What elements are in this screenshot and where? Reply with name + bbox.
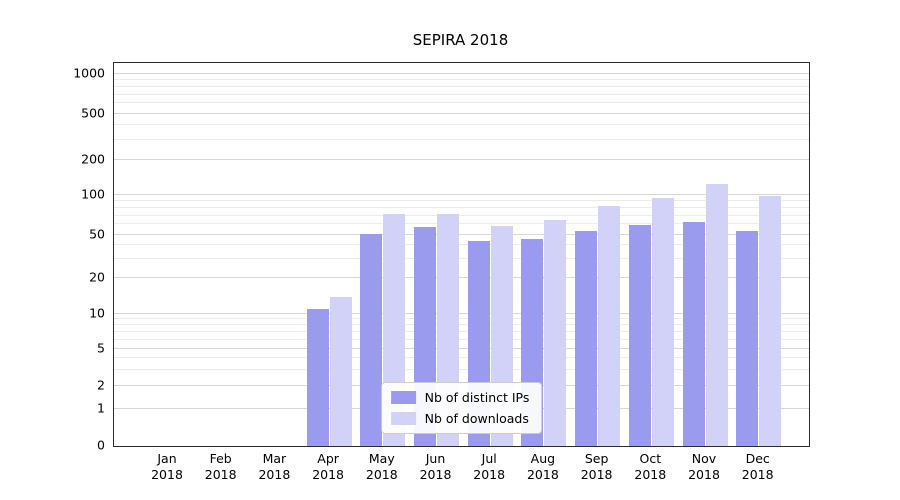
major-gridline [114, 234, 809, 235]
minor-gridline [114, 200, 809, 202]
legend: Nb of distinct IPs Nb of downloads [380, 382, 543, 434]
minor-gridline [114, 244, 809, 246]
bar-nb-of-distinct-ips [575, 230, 598, 446]
x-tick-line: Sep [584, 451, 609, 466]
minor-gridline [114, 79, 809, 81]
major-gridline [114, 159, 809, 160]
x-tick-line: Feb [209, 451, 232, 466]
x-tick-label: Jun 2018 [420, 451, 452, 484]
major-gridline [114, 73, 809, 74]
x-tick-label: Feb 2018 [205, 451, 237, 484]
y-tick-label: 500 [81, 105, 105, 121]
y-tick-label: 5 [97, 340, 105, 356]
x-tick-line: 2018 [634, 467, 667, 483]
legend-entry: Nb of distinct IPs [390, 390, 530, 405]
x-tick-line: 2018 [151, 467, 183, 483]
x-tick-line: Apr [317, 451, 339, 466]
x-tick-label: Dec 2018 [742, 451, 774, 484]
y-tick-label: 10 [89, 305, 105, 321]
y-tick-label: 20 [89, 269, 105, 285]
bar-nb-of-downloads [544, 219, 567, 446]
bar-nb-of-distinct-ips [628, 225, 651, 446]
x-tick-label: Nov 2018 [688, 451, 720, 484]
x-tick-line: 2018 [473, 467, 506, 483]
x-tick-label: Jul 2018 [473, 451, 505, 484]
x-tick-line: 2018 [526, 467, 559, 483]
x-tick-label: Oct 2018 [634, 451, 666, 484]
major-gridline [114, 113, 809, 114]
bar-nb-of-distinct-ips [682, 221, 705, 446]
minor-gridline [114, 206, 809, 208]
y-tick-label: 50 [89, 226, 105, 242]
x-tick-line: Oct [639, 451, 662, 466]
minor-gridline [114, 93, 809, 95]
x-tick-line: 2018 [258, 467, 291, 483]
y-axis-tick-labels: 0 1 2 5 10 20 50 100 200 500 1000 [0, 62, 105, 453]
x-tick-line: 2018 [419, 467, 452, 483]
x-tick-line: Aug [530, 451, 556, 466]
legend-entry: Nb of downloads [390, 411, 530, 426]
x-tick-line: 2018 [365, 467, 398, 483]
bar-nb-of-downloads [329, 296, 352, 446]
x-tick-line: 2018 [580, 467, 613, 483]
minor-gridline [114, 357, 809, 359]
bar-nb-of-downloads [705, 183, 728, 446]
x-tick-line: Jan [157, 451, 177, 466]
legend-swatch [390, 391, 416, 404]
minor-gridline [114, 338, 809, 340]
minor-gridline [114, 138, 809, 140]
bar-nb-of-distinct-ips [736, 230, 759, 446]
major-gridline [114, 348, 809, 349]
y-tick-label: 0 [97, 437, 105, 453]
x-tick-line: Mar [262, 451, 287, 466]
bar-nb-of-distinct-ips [306, 309, 329, 446]
x-tick-label: May 2018 [366, 451, 398, 484]
y-tick-label: 100 [81, 186, 105, 202]
y-tick-label: 1 [97, 400, 105, 416]
y-tick-label: 200 [81, 151, 105, 167]
minor-gridline [114, 368, 809, 370]
x-tick-line: Jul [481, 451, 497, 466]
y-tick-label: 1000 [73, 65, 105, 81]
x-tick-line: Dec [745, 451, 770, 466]
x-tick-label: Aug 2018 [527, 451, 559, 484]
x-tick-line: 2018 [204, 467, 237, 483]
minor-gridline [114, 318, 809, 320]
x-tick-line: Jun [425, 451, 446, 466]
x-tick-line: 2018 [312, 467, 344, 483]
minor-gridline [114, 102, 809, 104]
minor-gridline [114, 331, 809, 333]
minor-gridline [114, 124, 809, 126]
x-tick-line: 2018 [688, 467, 720, 483]
minor-gridline [114, 223, 809, 225]
plot-area: Nb of distinct IPs Nb of downloads [113, 62, 810, 447]
x-tick-line: 2018 [741, 467, 774, 483]
legend-label: Nb of distinct IPs [424, 390, 530, 405]
major-gridline [114, 313, 809, 314]
legend-swatch [390, 412, 416, 425]
x-tick-label: Apr 2018 [312, 451, 344, 484]
minor-gridline [114, 257, 809, 259]
x-tick-label: Jan 2018 [151, 451, 183, 484]
minor-gridline [114, 214, 809, 216]
x-tick-line: Nov [691, 451, 717, 466]
bar-nb-of-downloads [651, 197, 674, 446]
major-gridline [114, 277, 809, 278]
bar-nb-of-downloads [598, 205, 621, 446]
x-axis-tick-labels: Jan 2018 Feb 2018 Mar 2018 Apr 2018 May 2018 Jun 20… [113, 451, 808, 491]
x-tick-line: May [368, 451, 395, 466]
minor-gridline [114, 324, 809, 326]
legend-label: Nb of downloads [424, 411, 529, 426]
y-tick-label: 2 [97, 377, 105, 393]
chart-title: SEPIRA 2018 [412, 31, 509, 49]
minor-gridline [114, 85, 809, 87]
x-tick-label: Sep 2018 [581, 451, 613, 484]
major-gridline [114, 194, 809, 195]
x-tick-label: Mar 2018 [258, 451, 290, 484]
bar-nb-of-distinct-ips [360, 233, 383, 446]
bar-nb-of-downloads [759, 196, 782, 446]
